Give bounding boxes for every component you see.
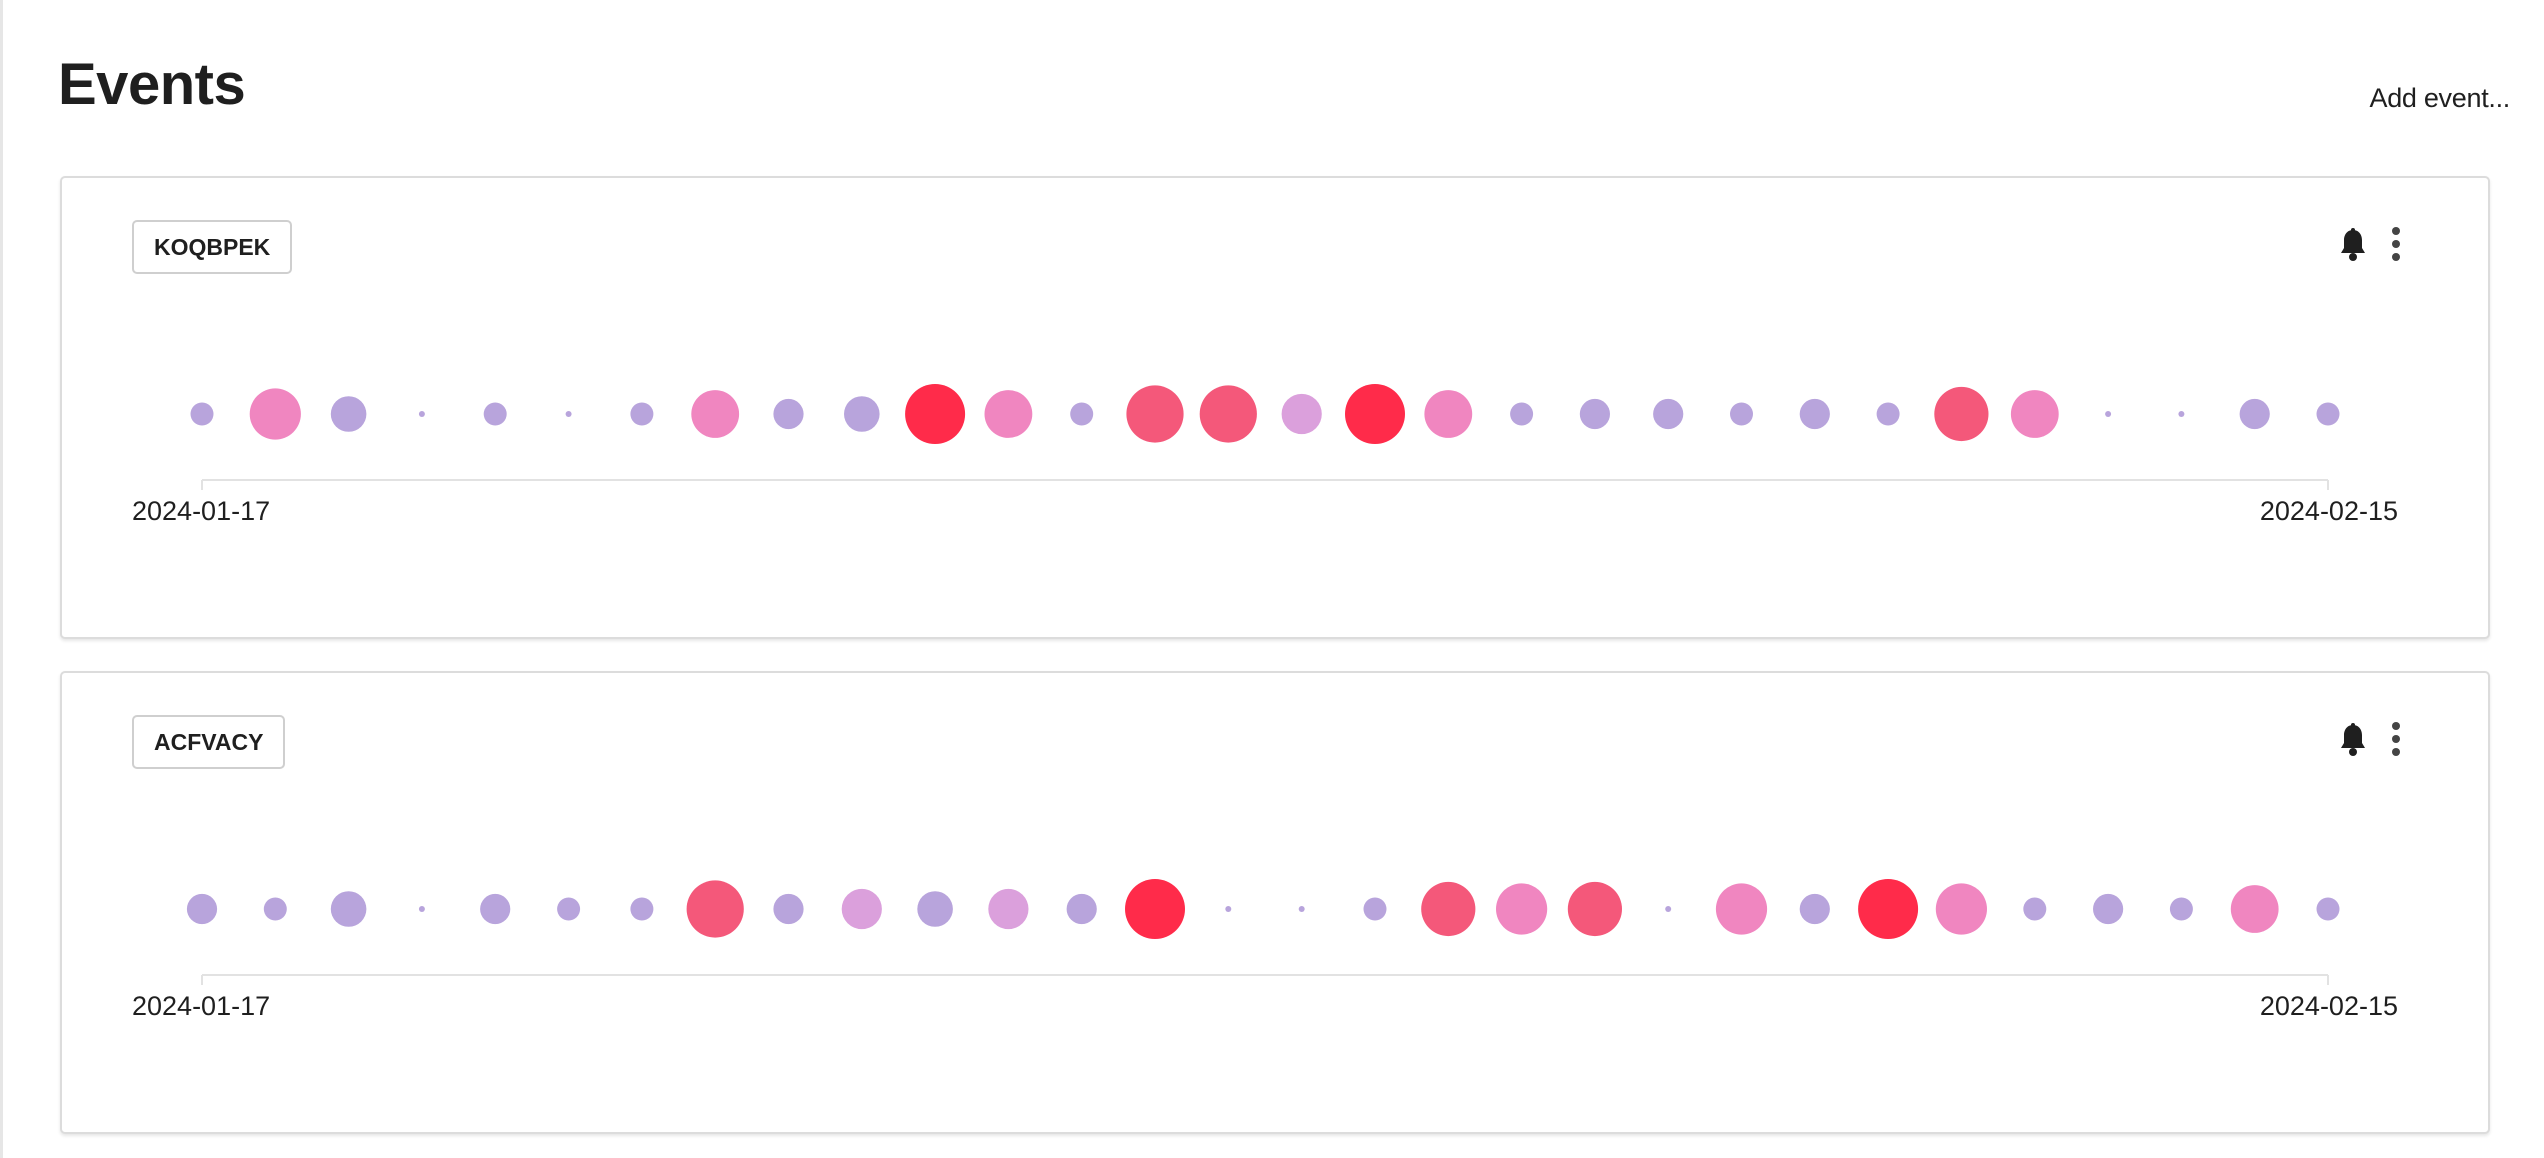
event-dot[interactable] (1225, 906, 1232, 912)
event-dot[interactable] (2169, 897, 2193, 921)
event-dot[interactable] (418, 411, 425, 417)
end-date-label: 2024-02-15 (2260, 991, 2398, 1021)
event-dot[interactable] (2093, 893, 2124, 925)
bell-icon[interactable] (2338, 228, 2368, 262)
event-dot[interactable] (1421, 881, 1476, 937)
start-date-label: 2024-01-17 (132, 496, 270, 526)
left-divider (0, 0, 3, 1158)
event-dot[interactable] (418, 906, 425, 912)
event-dot[interactable] (1345, 384, 1405, 444)
event-dot[interactable] (1876, 402, 1900, 426)
event-dot[interactable] (186, 893, 218, 925)
event-dot[interactable] (773, 893, 804, 925)
event-dot[interactable] (1799, 398, 1830, 430)
event-dot[interactable] (630, 402, 654, 426)
event-dot[interactable] (1496, 883, 1548, 935)
event-dot[interactable] (2105, 411, 2112, 417)
event-dot[interactable] (483, 402, 507, 426)
more-vertical-icon[interactable] (2388, 721, 2404, 757)
event-dot[interactable] (1424, 390, 1473, 438)
event-dot[interactable] (557, 897, 581, 921)
event-dot[interactable] (1799, 893, 1830, 925)
event-dot[interactable] (2316, 897, 2340, 921)
event-dot[interactable] (988, 888, 1029, 930)
event-dot[interactable] (1935, 883, 1987, 935)
event-dot[interactable] (1934, 386, 1989, 442)
event-dot[interactable] (330, 396, 367, 432)
event-dot[interactable] (190, 402, 214, 426)
event-dot[interactable] (1298, 906, 1305, 912)
event-card: ACFVACY 2024-01-17 2024-02-15 (60, 671, 2490, 1134)
event-dot[interactable] (249, 388, 301, 440)
event-dot[interactable] (844, 396, 880, 432)
event-dot[interactable] (1579, 398, 1610, 430)
event-dot[interactable] (1510, 402, 1534, 426)
event-dot[interactable] (1070, 402, 1094, 426)
event-dot[interactable] (330, 891, 367, 927)
event-dot[interactable] (1125, 879, 1185, 939)
event-dot[interactable] (905, 384, 966, 444)
event-tag[interactable]: ACFVACY (132, 715, 286, 769)
event-dot[interactable] (917, 891, 953, 927)
event-dot[interactable] (1363, 897, 1387, 921)
event-dot[interactable] (1665, 906, 1672, 912)
event-dot[interactable] (1730, 402, 1753, 426)
event-dot[interactable] (686, 880, 744, 938)
event-dot[interactable] (263, 897, 287, 921)
event-dot[interactable] (2023, 897, 2047, 921)
bell-icon[interactable] (2338, 723, 2368, 757)
event-dot[interactable] (630, 897, 654, 921)
event-dot[interactable] (2230, 885, 2279, 933)
event-dot[interactable] (841, 888, 882, 930)
more-vertical-icon[interactable] (2388, 226, 2404, 262)
add-event-link[interactable]: Add event... (2369, 83, 2511, 113)
event-timeline-chart: 2024-01-17 2024-02-15 (132, 879, 2398, 1021)
event-dot[interactable] (1858, 879, 1919, 939)
event-dot[interactable] (1199, 385, 1257, 443)
event-dot[interactable] (1653, 398, 1684, 430)
event-card: KOQBPEK 2024-01-17 2024-02-15 (60, 176, 2490, 639)
event-dot[interactable] (480, 893, 511, 925)
event-timeline-chart: 2024-01-17 2024-02-15 (132, 384, 2398, 526)
event-dot[interactable] (565, 411, 572, 417)
event-dot[interactable] (1715, 883, 1768, 935)
event-dot[interactable] (2316, 402, 2340, 426)
event-dot[interactable] (773, 398, 804, 430)
event-dot[interactable] (2239, 398, 2270, 430)
event-dot[interactable] (2010, 390, 2059, 438)
event-dot[interactable] (1126, 385, 1184, 443)
event-tag[interactable]: KOQBPEK (132, 220, 293, 274)
event-dot[interactable] (2178, 411, 2185, 417)
event-dot[interactable] (984, 390, 1033, 438)
event-dot[interactable] (691, 390, 740, 438)
event-dot[interactable] (1567, 881, 1622, 937)
page-title: Events (58, 52, 246, 117)
start-date-label: 2024-01-17 (132, 991, 270, 1021)
event-dot[interactable] (1066, 893, 1097, 925)
end-date-label: 2024-02-15 (2260, 496, 2398, 526)
event-dot[interactable] (1281, 393, 1322, 435)
